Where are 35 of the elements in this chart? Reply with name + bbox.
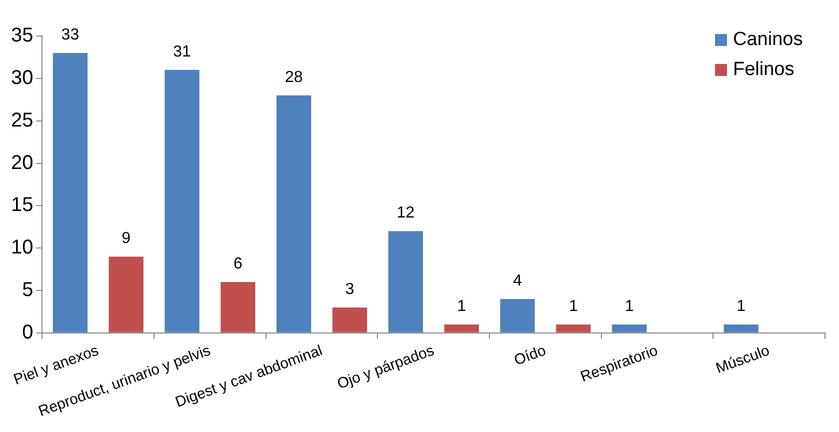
bar	[332, 307, 368, 332]
y-tick-label: 30	[10, 66, 34, 89]
bar	[276, 95, 312, 332]
data-label: 1	[624, 298, 634, 315]
y-tick-label: 10	[10, 236, 34, 259]
data-label: 1	[568, 298, 578, 315]
bar	[500, 298, 535, 332]
bar	[164, 70, 200, 332]
data-label: 28	[284, 68, 303, 86]
data-label: 31	[173, 43, 192, 60]
bar	[444, 324, 479, 332]
bar	[612, 324, 647, 332]
x-tick-label: Oído	[512, 342, 548, 370]
bar	[556, 324, 591, 332]
data-label: 1	[736, 298, 746, 315]
bar	[388, 231, 423, 332]
legend-label: Caninos	[733, 29, 803, 50]
data-label: 6	[233, 255, 242, 272]
data-label: 4	[513, 272, 522, 290]
y-tick-label: 15	[10, 194, 34, 216]
y-tick-label: 0	[22, 321, 34, 344]
data-label: 3	[345, 280, 354, 298]
y-tick-label: 25	[10, 109, 34, 132]
y-tick-label: 20	[10, 152, 34, 174]
bar	[52, 52, 88, 332]
bar	[724, 324, 758, 332]
data-label: 33	[61, 26, 80, 44]
bar	[220, 282, 256, 332]
y-tick-label: 35	[10, 24, 34, 47]
data-label: 1	[457, 298, 466, 315]
legend-label: Felinos	[733, 59, 794, 80]
y-tick-label: 5	[22, 279, 34, 302]
data-label: 9	[122, 230, 131, 247]
data-label: 12	[396, 204, 415, 222]
bar	[108, 256, 144, 332]
